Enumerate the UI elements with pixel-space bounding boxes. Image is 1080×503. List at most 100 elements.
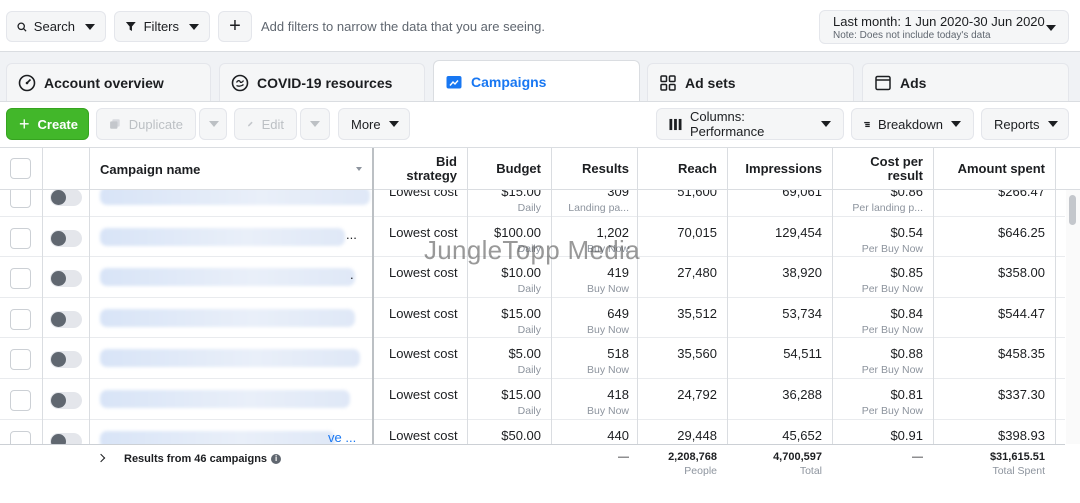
table-row[interactable]: Lowest cost $15.00 Daily 649 Buy Now 35,512 53… xyxy=(0,298,1065,339)
cost-per-result-value: $0.84 xyxy=(890,305,923,321)
toggle-knob xyxy=(51,311,66,327)
sort-icon[interactable] xyxy=(356,167,362,171)
columns-button[interactable]: Columns: Performance xyxy=(656,108,844,140)
budget-value[interactable]: $15.00 xyxy=(501,387,541,402)
select-all-checkbox[interactable] xyxy=(10,158,31,179)
row-checkbox[interactable] xyxy=(10,190,31,208)
budget-value[interactable]: $15.00 xyxy=(501,190,541,199)
filters-button[interactable]: Filters xyxy=(114,11,210,42)
tab-ad-sets[interactable]: Ad sets xyxy=(647,63,854,101)
tab-covid-resources[interactable]: COVID-19 resources xyxy=(219,63,425,101)
search-button[interactable]: Search xyxy=(6,11,106,42)
table-row[interactable]: Lowest cost $15.00 Daily 309 Landing pa... 51… xyxy=(0,190,1065,217)
breakdown-button[interactable]: Breakdown xyxy=(851,108,974,140)
campaign-name-link[interactable]: . xyxy=(350,267,354,283)
info-icon[interactable]: i xyxy=(271,454,282,465)
summary-text: Results from 46 campaigns xyxy=(124,453,268,465)
campaign-name-redacted[interactable] xyxy=(100,227,345,246)
campaign-toggle[interactable] xyxy=(50,270,82,288)
campaign-name-redacted[interactable] xyxy=(100,190,370,205)
budget-value[interactable]: $15.00 xyxy=(501,305,541,321)
row-checkbox[interactable] xyxy=(10,430,31,444)
budget-value[interactable]: $10.00 xyxy=(501,265,541,281)
budget-type: Daily xyxy=(517,323,541,336)
table-row[interactable]: Lowest cost $15.00 Daily 418 Buy Now 24,792 36… xyxy=(0,379,1065,420)
table-row[interactable]: Lowest cost $5.00 Daily 518 Buy Now 35,560 54,… xyxy=(0,338,1065,379)
campaign-name-redacted[interactable] xyxy=(100,349,360,368)
budget-value[interactable]: $50.00 xyxy=(501,427,541,443)
tab-account-overview[interactable]: Account overview xyxy=(6,63,211,101)
tab-campaigns[interactable]: Campaigns xyxy=(433,60,640,102)
campaign-name-link[interactable]: ... xyxy=(346,226,357,242)
table-row[interactable]: . Lowest cost $10.00 Daily 419 Buy Now 27,480 3… xyxy=(0,257,1065,298)
table-row[interactable]: ... Lowest cost $100.00 Daily 1,202 Buy Now 70… xyxy=(0,217,1065,258)
date-range-picker[interactable]: Last month: 1 Jun 2020-30 Jun 2020 Note:… xyxy=(819,10,1069,44)
row-checkbox[interactable] xyxy=(10,390,31,411)
reach-value: 51,600 xyxy=(677,190,717,199)
plus-icon: + xyxy=(19,114,30,134)
results-value: 309 xyxy=(607,190,629,199)
budget-type: Daily xyxy=(517,283,541,296)
columns-icon xyxy=(669,118,682,130)
chevron-right-icon[interactable] xyxy=(96,453,106,463)
campaign-name-link[interactable]: ve ... xyxy=(328,429,357,444)
campaign-name-redacted[interactable] xyxy=(100,268,355,287)
column-header-reach[interactable]: Reach xyxy=(640,148,717,190)
edit-button[interactable]: Edit xyxy=(234,108,297,140)
summary-cost: — xyxy=(912,451,923,463)
tab-label: Ads xyxy=(900,74,927,91)
row-checkbox[interactable] xyxy=(10,349,31,371)
duplicate-button[interactable]: Duplicate xyxy=(96,108,196,140)
scrollbar-thumb[interactable] xyxy=(1069,195,1076,225)
edit-dropdown[interactable] xyxy=(300,108,330,140)
toggle-knob xyxy=(51,190,66,205)
column-header-amount-spent[interactable]: Amount spent xyxy=(940,148,1045,190)
table-header: Campaign name Bid strategy Budget Result… xyxy=(0,148,1080,190)
campaign-toggle[interactable] xyxy=(50,310,82,328)
chevron-down-icon xyxy=(821,121,831,127)
duplicate-icon xyxy=(110,119,120,129)
column-header-campaign-name[interactable]: Campaign name xyxy=(100,148,360,190)
cost-per-result-value: $0.88 xyxy=(890,346,923,362)
campaign-toggle[interactable] xyxy=(50,229,82,247)
table-row[interactable]: ve ... Lowest cost $50.00 440 29,448 45,652 $0… xyxy=(0,420,1065,444)
add-filter-button[interactable]: + xyxy=(218,11,252,42)
amount-spent-value: $398.93 xyxy=(998,427,1045,443)
column-header-cost-per-result[interactable]: Cost per result xyxy=(835,148,923,190)
campaign-toggle[interactable] xyxy=(50,432,82,444)
reports-button[interactable]: Reports xyxy=(981,108,1069,140)
column-divider xyxy=(89,148,90,503)
campaign-toggle[interactable] xyxy=(50,351,82,369)
duplicate-label: Duplicate xyxy=(128,116,183,132)
more-button[interactable]: More xyxy=(338,108,410,140)
budget-value[interactable]: $100.00 xyxy=(494,224,541,240)
column-header-impressions[interactable]: Impressions xyxy=(730,148,822,190)
budget-value[interactable]: $5.00 xyxy=(508,346,541,362)
vertical-scrollbar[interactable] xyxy=(1066,190,1080,444)
tab-ads[interactable]: Ads xyxy=(862,63,1069,101)
row-checkbox[interactable] xyxy=(10,227,31,249)
budget-type: Daily xyxy=(517,405,541,417)
cost-per-result-type: Per Buy Now xyxy=(861,364,923,377)
summary-spent-sub: Total Spent xyxy=(992,465,1045,477)
grid-icon xyxy=(659,74,677,92)
chevron-down-icon xyxy=(951,121,961,127)
duplicate-dropdown[interactable] xyxy=(199,108,227,140)
campaign-toggle[interactable] xyxy=(50,392,82,409)
campaign-toggle[interactable] xyxy=(50,190,82,206)
reach-value: 70,015 xyxy=(677,224,717,240)
campaign-name-redacted[interactable] xyxy=(100,390,350,408)
summary-reach-sub: People xyxy=(684,465,717,477)
column-header-budget[interactable]: Budget xyxy=(470,148,541,190)
column-label: Cost per xyxy=(870,154,923,169)
create-button[interactable]: + Create xyxy=(6,108,89,140)
row-checkbox[interactable] xyxy=(10,308,31,330)
budget-type: Daily xyxy=(517,364,541,377)
campaign-name-redacted[interactable] xyxy=(100,430,335,444)
row-checkbox[interactable] xyxy=(10,268,31,290)
campaign-name-redacted[interactable] xyxy=(100,308,355,327)
column-header-results[interactable]: Results xyxy=(555,148,629,190)
column-label: Budget xyxy=(496,161,541,176)
column-header-bid-strategy[interactable]: Bid strategy xyxy=(378,148,457,190)
pencil-icon xyxy=(247,121,253,127)
